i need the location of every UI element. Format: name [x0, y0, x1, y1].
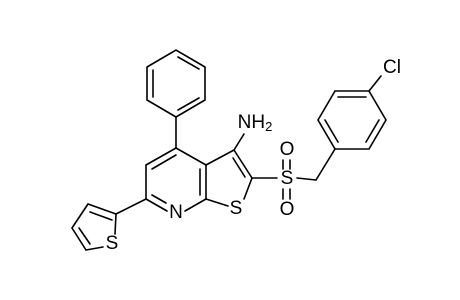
bonds: [71, 49, 387, 251]
atom-label: S: [281, 168, 294, 189]
atom-label: O: [280, 199, 295, 220]
atom-label: S: [230, 198, 243, 219]
atom-label: O: [280, 139, 295, 160]
atom-label: Cl: [383, 57, 401, 78]
atom-label: N: [169, 202, 183, 223]
atom-label: S: [106, 233, 119, 254]
atom-label: NH: [238, 112, 265, 133]
atom-subscript: 2: [265, 119, 272, 134]
atom-label: NH2: [238, 112, 273, 134]
